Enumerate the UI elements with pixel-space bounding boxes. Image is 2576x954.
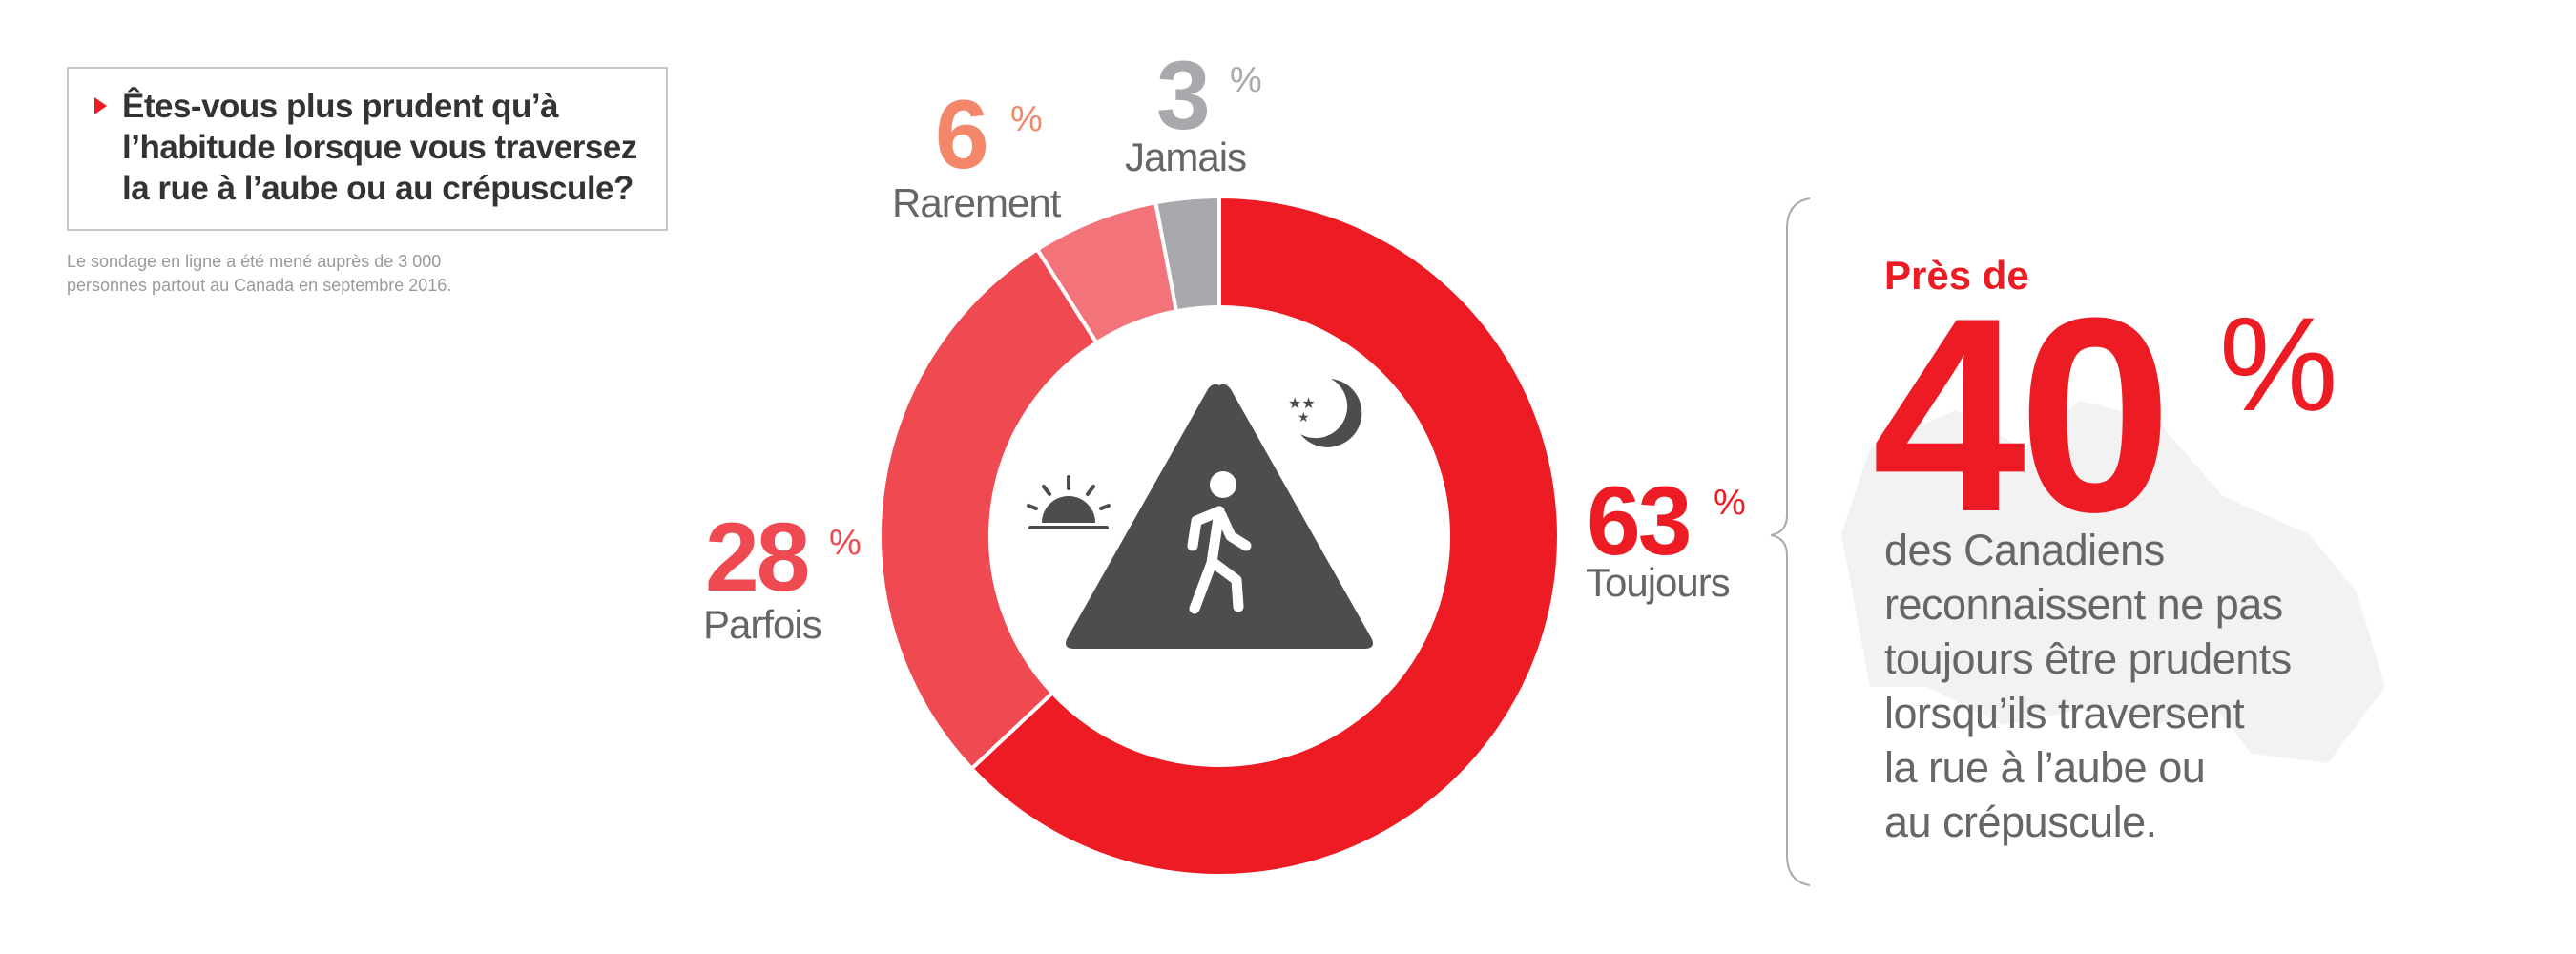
pct-jamais: % xyxy=(1230,60,1262,100)
label-toujours: Toujours xyxy=(1586,560,1731,605)
survey-note: Le sondage en ligne a été mené auprès de… xyxy=(67,252,452,295)
donut-slice-toujours xyxy=(968,194,1561,878)
svg-text:★★: ★★ xyxy=(1288,394,1316,412)
svg-text:★: ★ xyxy=(1298,410,1310,425)
value-parfois: 28 xyxy=(705,503,810,612)
pct-rarement: % xyxy=(1010,99,1043,139)
red-triangle-arrow-icon xyxy=(94,97,107,114)
label-jamais: Jamais xyxy=(1125,135,1247,179)
pedestrian-icon xyxy=(1187,471,1252,614)
brace-divider xyxy=(1770,197,1811,886)
question-text: Êtes-vous plus prudent qu’à l’habitude l… xyxy=(122,88,637,207)
callout-pct: % xyxy=(2219,289,2338,439)
callout-value: 40 xyxy=(1872,260,2172,570)
value-rarement: 6 xyxy=(935,80,989,189)
label-rarement: Rarement xyxy=(892,180,1061,225)
canada-map-icon xyxy=(1841,401,2385,763)
value-toujours: 63 xyxy=(1587,467,1692,575)
sunrise-icon xyxy=(1027,475,1111,529)
donut-slice-parfois xyxy=(878,246,1100,772)
question-box: Êtes-vous plus prudent qu’à l’habitude l… xyxy=(67,67,668,231)
pct-toujours: % xyxy=(1714,483,1746,523)
value-jamais: 3 xyxy=(1156,41,1211,150)
label-parfois: Parfois xyxy=(703,602,822,647)
callout-body: des Canadiens reconnaissent ne pas toujo… xyxy=(1884,526,2292,846)
pct-parfois: % xyxy=(829,523,862,563)
callout-lead: Près de xyxy=(1884,253,2029,298)
moon-stars-icon: ★★ ★ xyxy=(1288,379,1362,447)
donut-slice-jamais xyxy=(1153,194,1221,314)
